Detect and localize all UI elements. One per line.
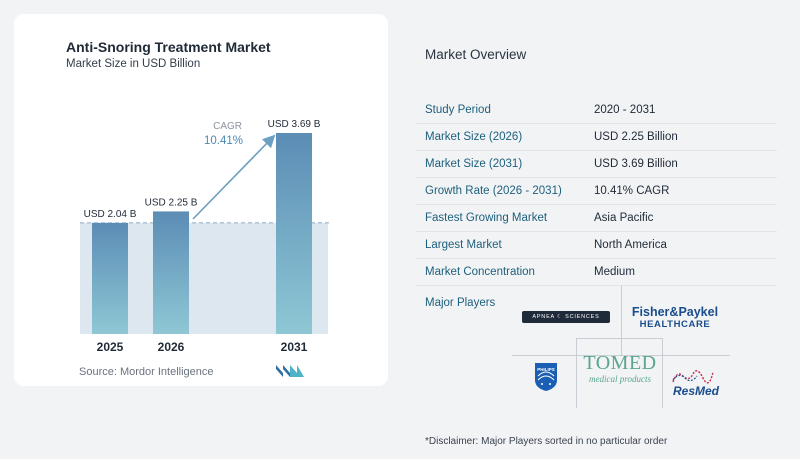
logo-divider xyxy=(662,338,663,408)
row-key: Market Size (2031) xyxy=(425,158,523,170)
row-value: Medium xyxy=(594,266,635,278)
philips-shield-icon xyxy=(535,363,557,391)
row-value: 10.41% CAGR xyxy=(594,185,670,197)
x-tick-label: 2025 xyxy=(97,340,124,354)
fisher-logo-subtext: HEALTHCARE xyxy=(639,319,711,330)
cagr-value: 10.41% xyxy=(204,135,243,147)
resmed-wave-icon xyxy=(672,370,714,384)
tomed-logo-text: TOMED xyxy=(583,351,657,374)
x-tick-label: 2031 xyxy=(281,340,308,354)
bar-2025 xyxy=(92,222,128,334)
market-overview-panel: Market Overview Study Period 2020 - 2031 … xyxy=(400,14,786,447)
fisher-paykel-logo: Fisher&Paykel HEALTHCARE xyxy=(629,304,721,332)
mordor-logo-icon xyxy=(276,365,304,377)
source-note: Source: Mordor Intelligence xyxy=(79,366,214,378)
chart-title: Anti-Snoring Treatment Market xyxy=(66,39,271,55)
table-row: Fastest Growing Market Asia Pacific xyxy=(416,205,777,232)
row-key: Market Size (2026) xyxy=(425,131,523,143)
philips-logo-text: PHILIPS xyxy=(537,367,555,372)
row-value: North America xyxy=(594,239,667,251)
row-key: Study Period xyxy=(425,104,491,116)
philips-logo xyxy=(532,360,560,394)
chart-subtitle: Market Size in USD Billion xyxy=(66,58,201,70)
table-row: Market Size (2031) USD 3.69 Billion xyxy=(416,151,777,178)
logo-divider xyxy=(512,355,730,356)
bar-2031 xyxy=(276,133,312,334)
row-key: Growth Rate (2026 - 2031) xyxy=(425,185,562,197)
apnea-logo-text: APNEA ☾ SCIENCES xyxy=(532,314,600,320)
table-row: Largest Market North America xyxy=(416,232,777,259)
data-label: USD 3.69 B xyxy=(268,119,321,130)
logo-divider xyxy=(576,338,577,408)
fisher-logo-text: Fisher&Paykel xyxy=(631,305,719,319)
cagr-arrow xyxy=(192,134,276,220)
tomed-logo: TOMED medical products xyxy=(582,346,658,390)
major-players-label: Major Players xyxy=(425,297,496,309)
row-value: Asia Pacific xyxy=(594,212,654,224)
overview-title: Market Overview xyxy=(425,47,527,62)
table-row: Market Size (2026) USD 2.25 Billion xyxy=(416,124,777,151)
logo-divider xyxy=(576,338,663,339)
row-value: 2020 - 2031 xyxy=(594,104,656,116)
row-key: Market Concentration xyxy=(425,266,535,278)
row-value: USD 2.25 Billion xyxy=(594,131,678,143)
table-row: Growth Rate (2026 - 2031) 10.41% CAGR xyxy=(416,178,777,205)
x-tick-label: 2026 xyxy=(158,340,185,354)
logo-divider xyxy=(621,286,622,356)
table-row: Study Period 2020 - 2031 xyxy=(416,97,777,124)
disclaimer-note: *Disclaimer: Major Players sorted in no … xyxy=(425,436,668,447)
bar-chart: USD 2.04 B USD 2.25 B USD 3.69 B 2025 2026 2… xyxy=(80,119,330,354)
row-key: Fastest Growing Market xyxy=(425,212,548,224)
tomed-logo-subtext: medical products xyxy=(589,373,651,384)
bar-2026 xyxy=(153,211,189,334)
row-key: Largest Market xyxy=(425,239,502,251)
row-value: USD 3.69 Billion xyxy=(594,158,678,170)
apnea-sciences-logo: APNEA ☾ SCIENCES xyxy=(522,310,610,324)
data-label: USD 2.04 B xyxy=(84,209,137,220)
table-row: Market Concentration Medium xyxy=(416,259,777,286)
resmed-logo-text: ResMed xyxy=(672,384,719,398)
cagr-label: CAGR xyxy=(213,121,242,132)
overview-table: Study Period 2020 - 2031 Market Size (202… xyxy=(416,97,777,286)
data-label: USD 2.25 B xyxy=(145,197,198,208)
resmed-logo: ResMed xyxy=(670,362,722,404)
